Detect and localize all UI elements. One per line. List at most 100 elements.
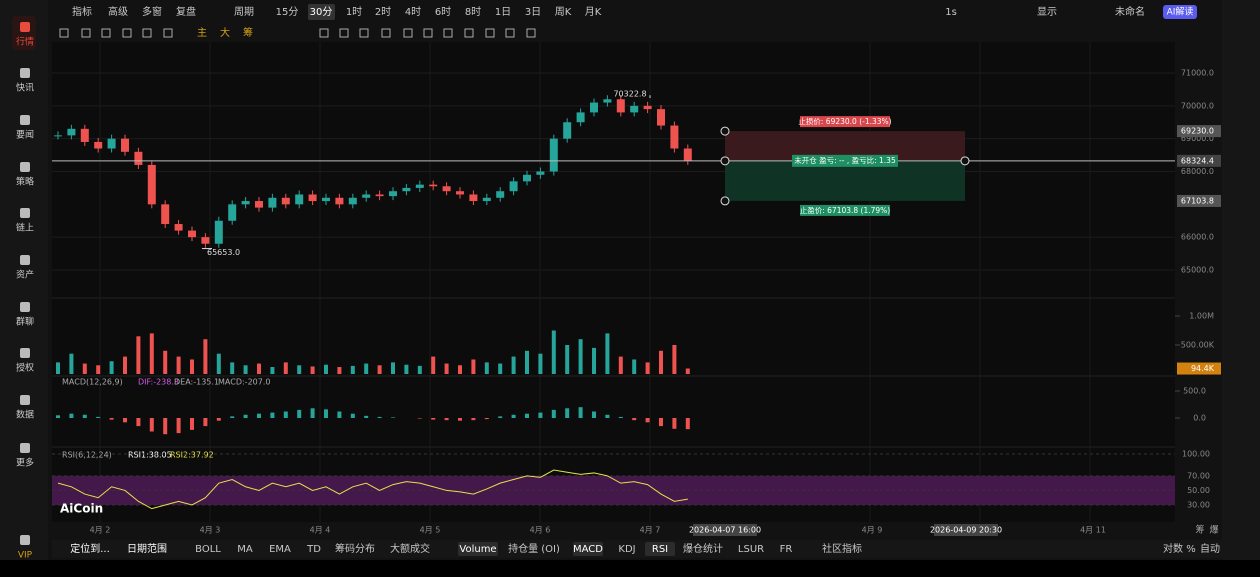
sidebar-icon[interactable] (20, 68, 30, 78)
tool-icon[interactable] (464, 28, 474, 38)
indicator[interactable]: FR (780, 544, 793, 555)
bottom-right[interactable]: 对数 (1163, 542, 1183, 555)
tool-icon[interactable] (403, 28, 413, 38)
indicator[interactable]: KDJ (618, 544, 635, 555)
tool-icon[interactable] (101, 28, 111, 38)
top-menu[interactable]: 高级 (108, 5, 128, 18)
sidebar-label[interactable]: 授权 (16, 362, 34, 374)
macd-bar (431, 418, 436, 420)
tool-icon[interactable] (319, 28, 329, 38)
bottom-right[interactable]: 自动 (1200, 542, 1220, 555)
period[interactable]: 周K (555, 6, 572, 18)
sidebar-label[interactable]: 行情 (16, 36, 34, 48)
tool-icon[interactable] (423, 28, 433, 38)
volume-bar (431, 356, 436, 374)
tool-icon[interactable] (81, 28, 91, 38)
rsi-tick: 70.00 (1187, 471, 1210, 480)
top-menu[interactable]: 多窗 (142, 5, 162, 18)
top-right[interactable]: 未命名 (1115, 5, 1145, 18)
take-text: 止盈价: 67103.8 (1.79%) (800, 205, 891, 215)
indicator[interactable]: MA (237, 544, 253, 555)
period[interactable]: 1日 (495, 7, 511, 18)
sidebar-icon[interactable] (20, 208, 30, 218)
sidebar-icon[interactable] (20, 443, 30, 453)
tool-icon[interactable] (163, 28, 173, 38)
sidebar-label[interactable]: 快讯 (16, 82, 34, 94)
indicator[interactable]: 爆仓统计 (683, 542, 723, 555)
top-menu[interactable]: 指标 (72, 5, 92, 18)
tool-icon[interactable] (443, 28, 453, 38)
sidebar-label[interactable]: VIP (18, 551, 33, 561)
macd-bar (190, 418, 194, 430)
period-label[interactable]: 周期 (234, 6, 254, 18)
toolbar-item[interactable]: 主 (197, 27, 207, 39)
indicator[interactable]: LSUR (738, 544, 764, 555)
bottom-right[interactable]: % (1186, 544, 1196, 555)
tool-icon[interactable] (505, 28, 515, 38)
top-menu[interactable]: 复盘 (176, 5, 196, 18)
volume-bar (377, 365, 382, 374)
toolbar-item[interactable]: 大 (220, 26, 230, 39)
period[interactable]: 8时 (465, 6, 481, 18)
indicator[interactable]: 大额成交 (390, 542, 430, 555)
top-right[interactable]: 1s (945, 7, 957, 18)
sidebar-icon[interactable] (20, 115, 30, 125)
sidebar-label[interactable]: 资产 (16, 269, 34, 281)
macd-bar (538, 412, 543, 418)
sidebar-icon[interactable] (20, 535, 30, 545)
indicator[interactable]: EMA (269, 544, 291, 555)
period[interactable]: 15分 (276, 6, 299, 18)
top-right[interactable]: 显示 (1037, 6, 1057, 18)
indicator[interactable]: 筹码分布 (335, 542, 375, 555)
tool-icon[interactable] (142, 28, 152, 38)
sidebar-label[interactable]: 数据 (16, 409, 34, 421)
period[interactable]: 月K (585, 6, 602, 18)
indicator[interactable]: 持仓量 (OI) (508, 542, 560, 555)
period-active (308, 4, 335, 20)
period[interactable]: 1时 (346, 6, 362, 18)
indicator[interactable]: RSI (652, 544, 668, 555)
handle[interactable] (720, 196, 730, 206)
toolbar-item[interactable]: 筹 (243, 26, 253, 39)
tool-icon[interactable] (485, 28, 495, 38)
sidebar-label[interactable]: 群聊 (16, 316, 34, 328)
indicator[interactable]: Volume (459, 544, 496, 555)
period[interactable]: 3日 (525, 7, 541, 18)
sidebar-label[interactable]: 要闻 (16, 130, 34, 141)
tool-icon[interactable] (526, 28, 536, 38)
tool-icon[interactable] (359, 28, 369, 38)
price-tick: 66000.0 (1181, 233, 1214, 242)
tool-icon[interactable] (339, 28, 349, 38)
sidebar-label[interactable]: 链上 (16, 222, 34, 234)
indicator[interactable]: TD (306, 544, 321, 555)
tool-icon[interactable] (122, 28, 132, 38)
period[interactable]: 2时 (375, 6, 391, 18)
sidebar-label[interactable]: 更多 (16, 457, 34, 469)
bottom-left[interactable]: 定位到... (70, 542, 110, 555)
tool-icon[interactable] (59, 28, 69, 38)
sidebar-icon[interactable] (20, 22, 30, 32)
period[interactable]: 30分 (310, 6, 333, 18)
sidebar-label[interactable]: 策略 (16, 176, 34, 188)
price-badge (1177, 125, 1221, 138)
sidebar-icon[interactable] (20, 255, 30, 265)
bottom-left[interactable]: 日期范围 (127, 542, 167, 555)
handle[interactable] (960, 156, 970, 166)
sidebar-icon[interactable] (20, 162, 30, 172)
tool-icon[interactable] (381, 28, 391, 38)
volume-bar (659, 350, 663, 374)
sidebar-icon[interactable] (20, 395, 30, 405)
indicator[interactable]: BOLL (195, 544, 221, 555)
ai-button[interactable] (1163, 5, 1197, 19)
indicator[interactable]: 社区指标 (822, 542, 862, 555)
candle (402, 187, 411, 192)
sidebar-icon[interactable] (20, 348, 30, 358)
sidebar-icon[interactable] (20, 302, 30, 312)
ai-label[interactable]: AI解读 (1167, 6, 1194, 18)
handle[interactable] (720, 156, 730, 166)
handle[interactable] (720, 126, 730, 136)
indicator[interactable]: MACD (573, 544, 603, 555)
period[interactable]: 6时 (435, 6, 451, 18)
macd-legend: DEA:-135.1 (174, 378, 219, 387)
period[interactable]: 4时 (405, 6, 421, 18)
